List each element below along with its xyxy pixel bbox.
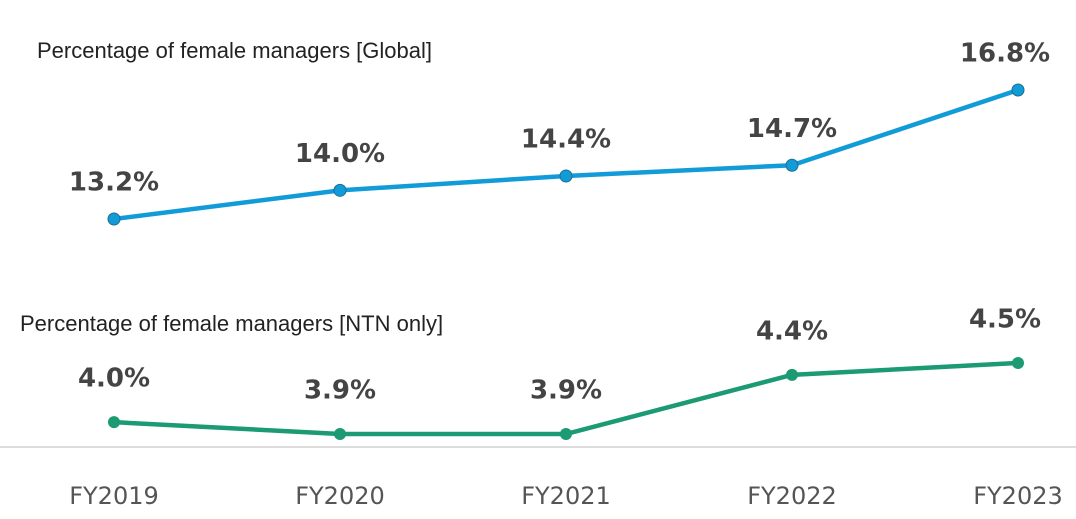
point bbox=[1011, 83, 1025, 97]
point bbox=[1012, 357, 1024, 369]
x-tick-label: FY2023 bbox=[973, 482, 1063, 510]
x-tick-label: FY2022 bbox=[747, 482, 837, 510]
value-label: 13.2% bbox=[69, 168, 159, 198]
value-label: 14.7% bbox=[747, 114, 837, 144]
value-label: 4.0% bbox=[78, 364, 150, 394]
x-tick-label: FY2021 bbox=[521, 482, 611, 510]
value-label: 16.8% bbox=[960, 39, 1050, 69]
point bbox=[108, 416, 120, 429]
value-label: 14.4% bbox=[521, 125, 611, 155]
value-label: 3.9% bbox=[530, 376, 602, 406]
value-label: 4.5% bbox=[969, 305, 1041, 335]
point bbox=[334, 428, 346, 440]
point bbox=[107, 212, 121, 226]
series-label: Percentage of female managers [Global] bbox=[37, 38, 432, 63]
x-tick-label: FY2019 bbox=[69, 482, 159, 510]
point bbox=[333, 183, 347, 197]
point bbox=[785, 158, 799, 172]
series-label: Percentage of female managers [NTN only] bbox=[20, 311, 443, 336]
point bbox=[559, 169, 573, 183]
value-label: 3.9% bbox=[304, 376, 376, 406]
point bbox=[560, 428, 572, 440]
point bbox=[786, 368, 798, 381]
line bbox=[113, 87, 1019, 222]
value-label: 14.0% bbox=[295, 139, 385, 169]
value-label: 4.4% bbox=[756, 316, 828, 346]
x-tick-label: FY2020 bbox=[295, 482, 385, 510]
